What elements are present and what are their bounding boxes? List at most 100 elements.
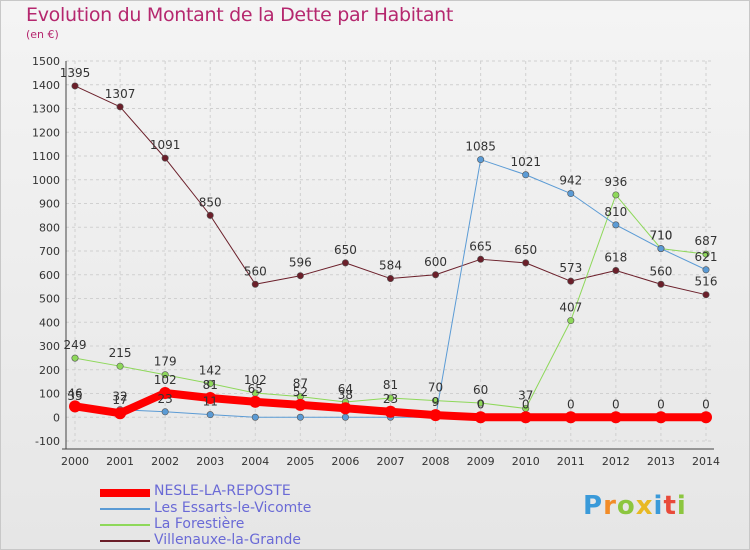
legend-swatch-essarts: [100, 508, 150, 510]
x-tick-label: 2007: [377, 455, 405, 468]
legend-label-forestiere: La Forestière: [154, 516, 245, 532]
data-label: 600: [424, 255, 447, 269]
data-label: 0: [612, 397, 620, 411]
data-label: 710: [649, 229, 672, 243]
series-point-0: [339, 402, 352, 415]
data-label: 179: [154, 355, 177, 369]
series-point-2: [477, 399, 485, 407]
series-point-3: [341, 259, 349, 267]
series-point-3: [612, 266, 620, 274]
legend-swatch-forestiere: [100, 524, 150, 526]
x-tick-label: 2000: [61, 455, 89, 468]
logo-letter: P: [583, 491, 604, 521]
series-point-3: [522, 259, 530, 267]
x-tick-label: 2008: [422, 455, 450, 468]
series-point-0: [204, 392, 217, 405]
y-tick-label: 500: [39, 293, 60, 306]
legend-label-essarts: Les Essarts-le-Vicomte: [154, 500, 312, 516]
y-tick-label: 300: [39, 340, 60, 353]
series-point-2: [702, 250, 710, 258]
data-label: 64: [338, 382, 353, 396]
y-tick-label: 1400: [32, 79, 60, 92]
series-point-2: [116, 362, 124, 370]
series-point-1: [612, 221, 620, 229]
x-tick-label: 2001: [106, 455, 134, 468]
series-point-1: [657, 245, 665, 253]
data-label: 1307: [105, 87, 136, 101]
logo-letter: r: [603, 491, 617, 521]
series-point-3: [71, 82, 79, 90]
series-point-0: [249, 395, 262, 408]
data-label: 23: [158, 392, 173, 406]
series-point-0: [609, 411, 622, 424]
data-label: 0: [567, 397, 575, 411]
data-label: 618: [604, 250, 627, 264]
data-label: 23: [383, 392, 398, 406]
y-tick-label: 1000: [32, 174, 60, 187]
y-tick-label: 0: [53, 411, 60, 424]
data-label: 249: [64, 338, 87, 352]
data-label: 936: [604, 175, 627, 189]
data-label: 621: [695, 250, 718, 264]
logo-letter: i: [676, 491, 687, 521]
y-tick-label: 900: [39, 198, 60, 211]
legend-label-villenauxe: Villenauxe-la-Grande: [154, 532, 301, 548]
legend-swatch-nesle: [100, 489, 150, 497]
chart-subtitle: (en €): [26, 28, 59, 41]
y-tick-label: 100: [39, 388, 60, 401]
logo-letter: x: [635, 491, 654, 521]
data-label: 9: [432, 395, 440, 409]
series-point-1: [567, 190, 575, 198]
x-tick-label: 2011: [557, 455, 585, 468]
series-point-0: [384, 405, 397, 418]
data-label: 70: [428, 381, 443, 395]
data-label: 102: [154, 373, 177, 387]
data-label: 407: [559, 301, 582, 315]
data-label: 687: [695, 234, 718, 248]
data-label: 710: [649, 229, 672, 243]
data-label: 215: [109, 346, 132, 360]
data-label: 584: [379, 259, 402, 273]
series-point-0: [294, 398, 307, 411]
data-label: 142: [199, 364, 222, 378]
y-tick-label: 1500: [32, 55, 60, 68]
x-tick-label: 2005: [286, 455, 314, 468]
data-label: 850: [199, 195, 222, 209]
series-point-3: [206, 211, 214, 219]
series-point-3: [657, 280, 665, 288]
series-point-3: [296, 272, 304, 280]
series-point-2: [71, 354, 79, 362]
data-label: 46: [67, 386, 82, 400]
x-tick-label: 2003: [196, 455, 224, 468]
series-point-1: [296, 413, 304, 421]
series-point-0: [654, 411, 667, 424]
data-label: 573: [559, 261, 582, 275]
series-point-0: [474, 411, 487, 424]
series-point-3: [251, 280, 259, 288]
chart-title: Evolution du Montant de la Dette par Hab…: [26, 4, 454, 26]
data-label: 32: [112, 390, 127, 404]
x-tick-label: 2002: [151, 455, 179, 468]
series-point-3: [567, 277, 575, 285]
series-point-2: [206, 380, 214, 388]
y-tick-label: -100: [35, 435, 60, 448]
data-label: 1091: [150, 138, 181, 152]
series-point-2: [612, 191, 620, 199]
data-label: 1085: [465, 140, 496, 154]
series-point-2: [567, 317, 575, 325]
data-label: 52: [293, 385, 308, 399]
data-label: 38: [338, 388, 353, 402]
data-label: 665: [469, 239, 492, 253]
series-point-1: [702, 266, 710, 274]
series-point-3: [386, 275, 394, 283]
data-label: 942: [559, 174, 582, 188]
x-tick-label: 2013: [647, 455, 675, 468]
data-label: 516: [695, 275, 718, 289]
series-point-1: [251, 413, 259, 421]
series-point-2: [386, 394, 394, 402]
y-tick-label: 1100: [32, 150, 60, 163]
data-label: 0: [522, 397, 530, 411]
series-point-3: [702, 291, 710, 299]
series-point-1: [477, 156, 485, 164]
data-label: 17: [112, 393, 127, 407]
